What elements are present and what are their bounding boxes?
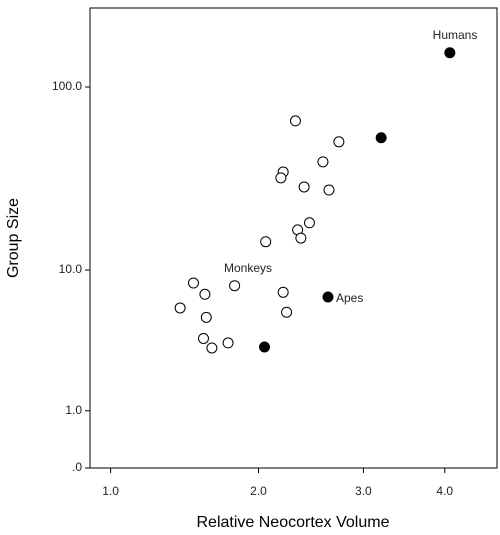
point [206, 342, 218, 354]
point [259, 341, 271, 353]
point [281, 306, 293, 318]
point [333, 136, 345, 148]
point [298, 181, 310, 193]
plot-frame [89, 7, 498, 469]
point [277, 286, 289, 298]
point [303, 217, 315, 229]
y-tick-label: .0 [72, 460, 82, 474]
point [317, 156, 329, 168]
point [229, 280, 241, 292]
point [444, 47, 456, 59]
point [260, 236, 272, 248]
y-tick-label: 1.0 [65, 403, 82, 417]
point [375, 132, 387, 144]
x-axis-title: Relative Neocortex Volume [197, 514, 390, 531]
y-tick-label: 10.0 [59, 262, 83, 276]
point [187, 277, 199, 289]
point [222, 337, 234, 349]
point [200, 311, 212, 323]
point [295, 232, 307, 244]
point [289, 115, 301, 127]
point [199, 288, 211, 300]
x-tick-label: 4.0 [436, 484, 453, 498]
y-tick-label: 100.0 [52, 79, 82, 93]
point [174, 302, 186, 314]
x-tick-label: 3.0 [355, 484, 372, 498]
point [322, 291, 334, 303]
point [323, 184, 335, 196]
annotation: Humans [433, 28, 478, 42]
annotation: Monkeys [224, 261, 272, 275]
x-tick-label: 1.0 [102, 484, 119, 498]
y-axis-title: Group Size [5, 198, 22, 278]
annotation: Apes [336, 291, 363, 305]
point [197, 333, 209, 345]
x-tick-label: 2.0 [250, 484, 267, 498]
point [275, 172, 287, 184]
